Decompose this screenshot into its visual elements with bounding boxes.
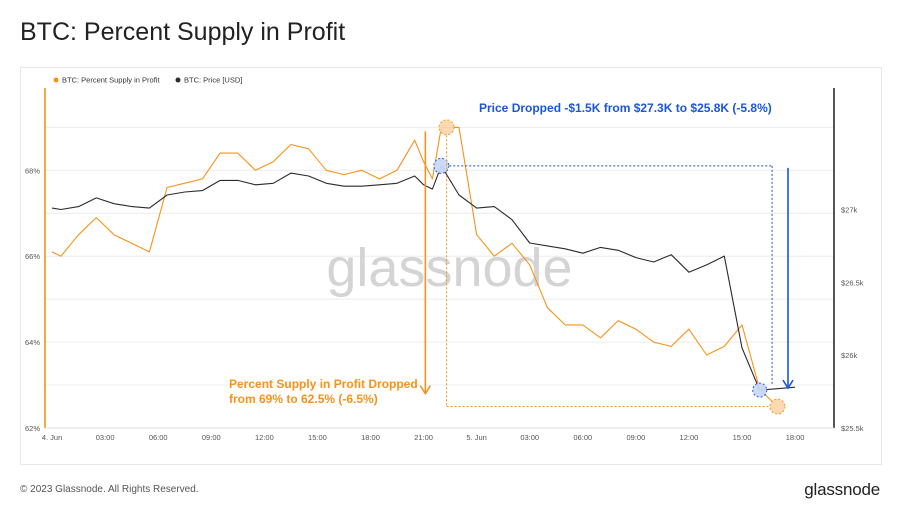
left-tick-label: 66% <box>25 252 40 261</box>
legend-supply-label: BTC: Percent Supply in Profit <box>62 76 160 85</box>
legend-price-marker <box>175 77 181 83</box>
x-tick-label: 03:00 <box>520 433 539 442</box>
page-title: BTC: Percent Supply in Profit <box>20 18 346 46</box>
right-tick-label: $27k <box>841 206 858 215</box>
price-drop-arrowhead <box>782 379 794 390</box>
supply-series-line <box>51 126 778 407</box>
left-tick-label: 62% <box>25 424 40 433</box>
supply-low-marker <box>769 398 786 415</box>
supply-annotation-line2: from 69% to 62.5% (-6.5%) <box>229 392 378 406</box>
x-tick-label: 18:00 <box>361 433 380 442</box>
chart-panel: glassnode 62% 64% 66% 68% $25.5k $26k $26.5k $27… <box>20 67 882 465</box>
x-tick-label: 09:00 <box>202 433 221 442</box>
x-tick-label: 15:00 <box>308 433 327 442</box>
x-tick-label: 09:00 <box>626 433 645 442</box>
x-tick-label: 5. Jun <box>466 433 486 442</box>
supply-peak-marker <box>438 119 455 136</box>
price-peak-marker <box>433 157 450 174</box>
x-tick-label: 4. Jun <box>42 433 62 442</box>
supply-annotation-line1: Percent Supply in Profit Dropped <box>229 377 418 391</box>
legend-price-label: BTC: Price [USD] <box>184 76 242 85</box>
x-tick-label: 12:00 <box>680 433 699 442</box>
percent-supply-chart: glassnode 62% 64% 66% 68% $25.5k $26k $26.5k $27… <box>25 76 864 443</box>
x-tick-label: 21:00 <box>414 433 433 442</box>
copyright-text: © 2023 Glassnode. All Rights Reserved. <box>20 484 199 495</box>
price-annotation-text: Price Dropped -$1.5K from $27.3K to $25.… <box>479 101 772 115</box>
right-tick-label: $26.5k <box>841 278 864 287</box>
x-tick-label: 03:00 <box>96 433 115 442</box>
supply-drop-arrowhead <box>419 385 432 396</box>
x-tick-label: 15:00 <box>733 433 752 442</box>
x-tick-label: 06:00 <box>149 433 168 442</box>
x-tick-label: 18:00 <box>786 433 805 442</box>
x-tick-label: 12:00 <box>255 433 274 442</box>
price-low-marker <box>752 382 768 398</box>
right-tick-label: $25.5k <box>841 424 864 433</box>
right-tick-label: $26k <box>841 351 858 360</box>
left-tick-label: 68% <box>25 166 40 175</box>
price-series-line <box>52 165 796 391</box>
x-tick-label: 06:00 <box>573 433 592 442</box>
watermark: glassnode <box>326 238 572 298</box>
brand-logo[interactable]: glassnode <box>804 480 880 499</box>
left-tick-label: 64% <box>25 338 40 347</box>
legend-supply-marker <box>53 77 59 83</box>
